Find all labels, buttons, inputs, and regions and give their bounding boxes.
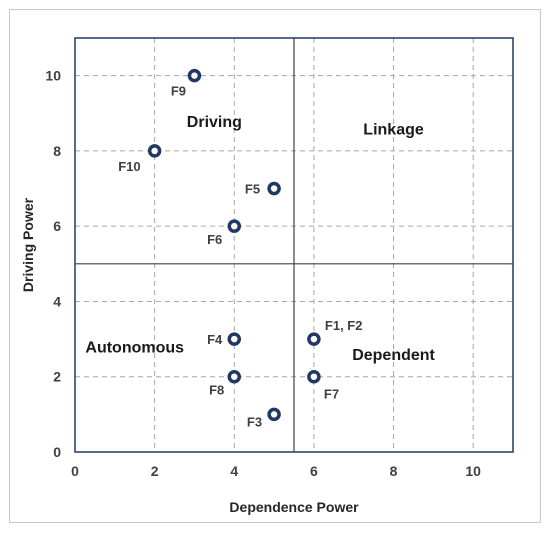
y-tick-label: 4 — [53, 293, 61, 309]
data-point-marker — [227, 369, 242, 384]
quadrant-label-dependent: Dependent — [352, 347, 435, 364]
data-point-marker — [227, 219, 242, 233]
data-point-label: F6 — [207, 232, 222, 247]
x-tick-label: 2 — [151, 463, 159, 479]
data-point-label: F4 — [207, 332, 223, 347]
data-point-label: F8 — [209, 383, 224, 398]
data-point-label: F9 — [171, 84, 186, 99]
data-point-label: F1, F2 — [325, 318, 363, 333]
data-point-marker — [307, 332, 321, 346]
x-tick-label: 10 — [465, 463, 481, 479]
data-point-label: F7 — [324, 387, 339, 402]
x-tick-label: 0 — [71, 463, 79, 479]
data-point-marker — [187, 68, 202, 83]
y-tick-label: 6 — [53, 218, 61, 234]
data-point-marker — [147, 144, 162, 158]
data-point-label: F10 — [118, 159, 140, 174]
quadrant-label-autonomous: Autonomous — [85, 340, 184, 357]
data-point-label: F5 — [245, 182, 260, 197]
quadrant-label-linkage: Linkage — [363, 121, 424, 138]
y-tick-label: 0 — [53, 444, 61, 460]
quadrant-label-driving: Driving — [187, 114, 242, 131]
y-tick-label: 10 — [45, 68, 61, 84]
data-point-marker — [307, 369, 321, 384]
y-tick-label: 2 — [53, 369, 61, 385]
x-tick-label: 8 — [390, 463, 398, 479]
y-tick-label: 8 — [53, 143, 61, 159]
data-point-label: F3 — [247, 414, 262, 429]
x-axis-title: Dependence Power — [229, 499, 359, 515]
y-axis-title: Driving Power — [20, 197, 36, 292]
data-point-marker — [267, 407, 281, 422]
chart-frame — [9, 9, 541, 523]
data-point-marker — [267, 181, 281, 196]
x-tick-label: 4 — [230, 463, 238, 479]
data-point-marker — [227, 332, 242, 346]
x-tick-label: 6 — [310, 463, 318, 479]
